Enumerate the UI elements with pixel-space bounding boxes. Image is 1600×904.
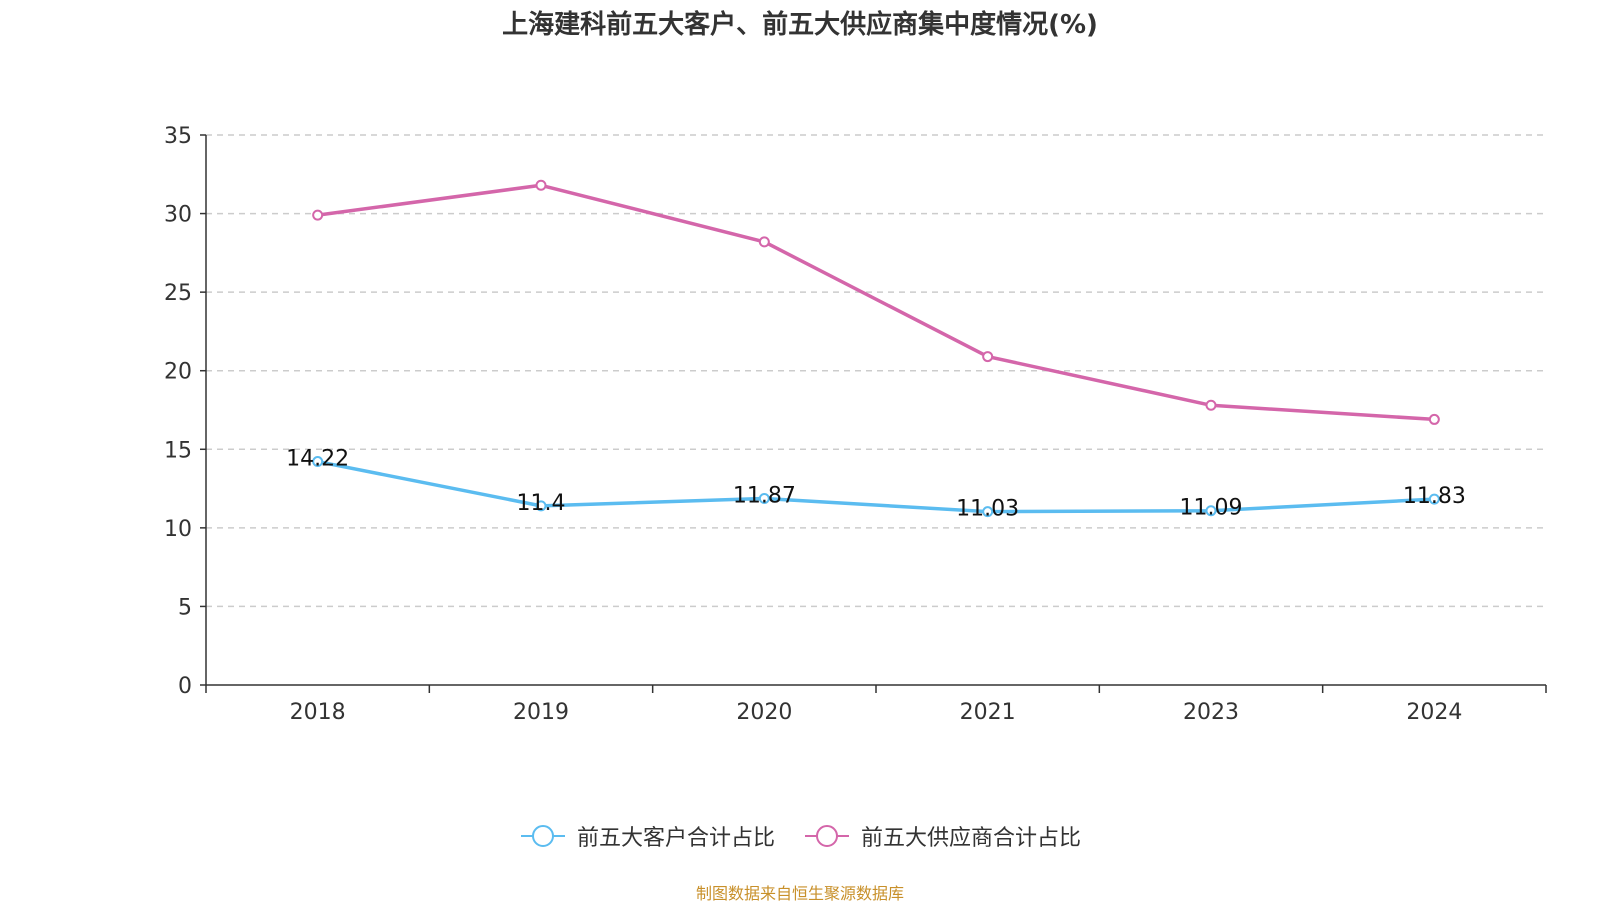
series-1-point	[1428, 413, 1440, 425]
series-1-point	[982, 351, 994, 363]
x-tick-label: 2021	[960, 700, 1016, 725]
series-0-point	[982, 506, 994, 518]
y-tick-label: 5	[178, 595, 192, 620]
series-0-point	[758, 492, 770, 504]
x-tick-label: 2024	[1406, 700, 1462, 725]
legend-item-suppliers[interactable]: 前五大供应商合计占比	[803, 820, 1081, 852]
x-tick-label: 2023	[1183, 700, 1239, 725]
series-1-point	[758, 236, 770, 248]
series-0-data-label: 11.03	[956, 497, 1019, 522]
series-0-data-label: 11.4	[517, 491, 566, 516]
series-0-point	[1428, 493, 1440, 505]
series-0-point	[1205, 505, 1217, 517]
y-tick-label: 30	[164, 203, 192, 228]
series-1-point	[312, 209, 324, 221]
line-chart: 0 5 10 15 20 25 30 35 2018 2019 2020 2021 2023 2024 14…	[164, 124, 1547, 725]
source-note: 制图数据来自恒生聚源数据库	[695, 884, 904, 903]
series-0-data-label: 11.83	[1403, 484, 1466, 509]
series-1-point	[1205, 399, 1217, 411]
legend-customers-marker-icon	[520, 825, 565, 847]
x-tick-label: 2018	[290, 700, 346, 725]
y-tick-label: 35	[164, 124, 192, 149]
legend: 前五大客户合计占比 前五大供应商合计占比	[0, 820, 1600, 852]
x-tick-label: 2020	[736, 700, 792, 725]
y-tick-label: 0	[178, 674, 192, 699]
legend-suppliers-marker-icon	[805, 825, 849, 847]
chart-title: 上海建科前五大客户、前五大供应商集中度情况(%)	[502, 10, 1098, 40]
series-0-data-label: 11.87	[733, 483, 796, 508]
y-tick-label: 25	[164, 281, 192, 306]
series-0-line	[317, 459, 1435, 514]
series-1-point	[535, 179, 547, 191]
y-tick-label: 15	[164, 438, 192, 463]
x-tick-label: 2019	[513, 700, 569, 725]
legend-suppliers-label: 前五大供应商合计占比	[861, 826, 1082, 851]
series-0-point	[312, 456, 324, 468]
y-tick-label: 20	[164, 360, 192, 385]
legend-customers-label: 前五大客户合计占比	[576, 826, 775, 851]
series-0-data-label: 11.09	[1180, 496, 1243, 521]
y-tick-label: 10	[164, 517, 192, 542]
series-0-point	[535, 500, 547, 512]
series-0-data-label: 14.22	[286, 447, 349, 472]
legend-item-customers[interactable]: 前五大客户合计占比	[519, 820, 775, 852]
series-1-line	[317, 183, 1435, 422]
